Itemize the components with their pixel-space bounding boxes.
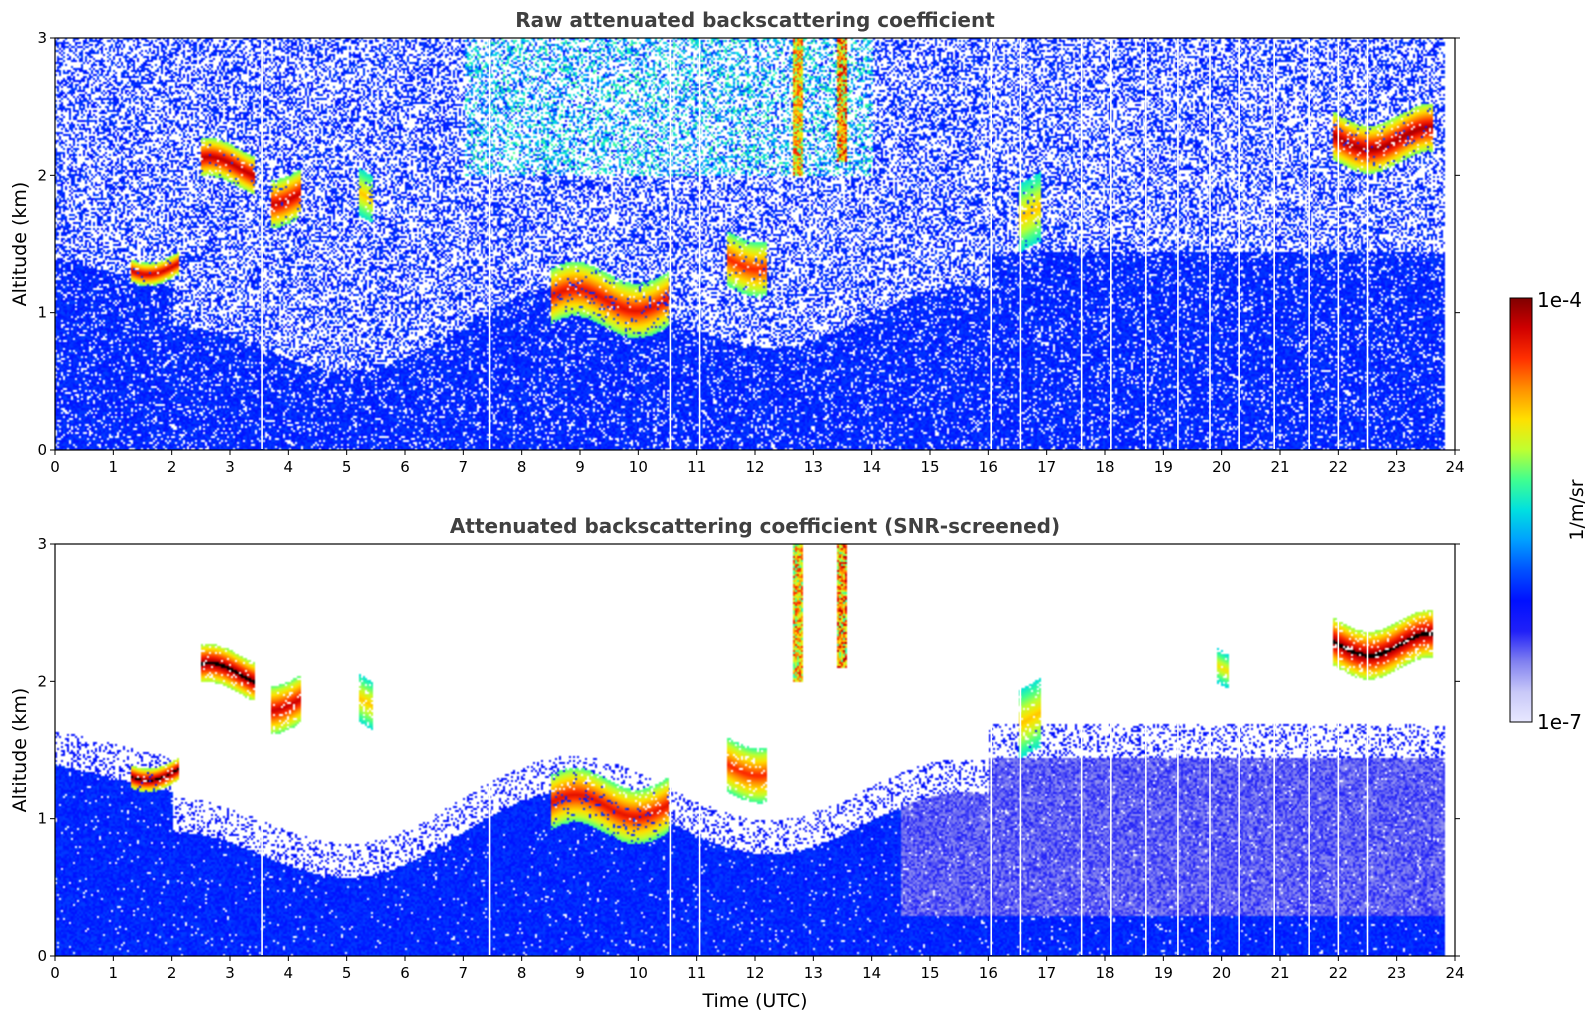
y-tick-label: 2 — [37, 166, 47, 184]
x-tick-label: 1 — [109, 458, 119, 476]
x-tick-label: 18 — [1095, 458, 1114, 476]
y-tick-label: 1 — [37, 304, 47, 322]
x-tick-label: 15 — [920, 964, 939, 982]
x-tick-label: 19 — [1154, 964, 1173, 982]
x-tick-label: 2 — [167, 964, 177, 982]
y-axis-label-raw: Altitude (km) — [9, 182, 31, 307]
y-ticks-screened: 0 1 2 3 — [37, 535, 1460, 965]
x-tick-label: 2 — [167, 458, 177, 476]
x-axis-label: Time (UTC) — [701, 990, 807, 1012]
x-tick-label: 6 — [400, 964, 410, 982]
panel-raw: Raw attenuated backscattering coefficien… — [9, 8, 1465, 476]
colorbar-gradient — [1509, 297, 1533, 723]
x-tick-label: 12 — [745, 458, 764, 476]
x-tick-label: 10 — [629, 964, 648, 982]
x-tick-label: 3 — [225, 458, 235, 476]
x-tick-label: 22 — [1329, 964, 1348, 982]
x-tick-label: 20 — [1212, 964, 1231, 982]
y-axis-label-screened: Altitude (km) — [9, 688, 31, 813]
heatmap-image-screened — [55, 544, 1455, 956]
x-tick-label: 8 — [517, 458, 527, 476]
x-tick-label: 11 — [687, 964, 706, 982]
x-tick-label: 7 — [459, 458, 469, 476]
y-tick-label: 0 — [37, 441, 47, 459]
x-tick-label: 9 — [575, 458, 585, 476]
panel-title-screened: Attenuated backscattering coefficient (S… — [450, 514, 1060, 538]
x-tick-label: 17 — [1037, 964, 1056, 982]
x-ticks-screened: 0 1 2 3 4 5 6 7 8 9 10 11 12 13 14 15 16 17 18 19 20 21 22 23 24 — [50, 956, 1465, 982]
panel-title-raw: Raw attenuated backscattering coefficien… — [515, 8, 995, 32]
y-tick-label: 0 — [37, 947, 47, 965]
data-gaps-screened — [261, 545, 1369, 955]
heatmap-screened — [55, 544, 1455, 956]
y-tick-label: 2 — [37, 672, 47, 690]
x-tick-label: 13 — [804, 964, 823, 982]
heatmap-raw — [55, 38, 1455, 450]
colorbar-label: 1/m/sr — [1566, 479, 1588, 540]
x-tick-label: 3 — [225, 964, 235, 982]
y-tick-label: 1 — [37, 810, 47, 828]
x-tick-label: 23 — [1387, 458, 1406, 476]
colorbar-max-label: 1e-4 — [1537, 288, 1582, 312]
x-tick-label: 15 — [920, 458, 939, 476]
data-gaps-raw — [261, 39, 1369, 449]
x-tick-label: 10 — [629, 458, 648, 476]
y-tick-label: 3 — [37, 29, 47, 47]
x-tick-label: 13 — [804, 458, 823, 476]
x-tick-label: 7 — [459, 964, 469, 982]
heatmap-image-raw — [55, 38, 1455, 450]
x-tick-label: 21 — [1270, 458, 1289, 476]
x-tick-label: 21 — [1270, 964, 1289, 982]
x-tick-label: 11 — [687, 458, 706, 476]
x-tick-label: 0 — [50, 964, 60, 982]
x-tick-label: 12 — [745, 964, 764, 982]
y-ticks-raw: 0 1 2 3 — [37, 29, 1460, 459]
x-tick-label: 8 — [517, 964, 527, 982]
x-tick-label: 0 — [50, 458, 60, 476]
x-tick-label: 16 — [979, 458, 998, 476]
x-tick-label: 5 — [342, 458, 352, 476]
colorbar-min-label: 1e-7 — [1537, 710, 1582, 734]
x-tick-label: 22 — [1329, 458, 1348, 476]
x-tick-label: 4 — [284, 964, 294, 982]
x-tick-label: 6 — [400, 458, 410, 476]
x-tick-label: 20 — [1212, 458, 1231, 476]
colorbar: 1e-4 1e-7 1/m/sr — [1509, 288, 1588, 734]
x-tick-label: 18 — [1095, 964, 1114, 982]
x-tick-label: 17 — [1037, 458, 1056, 476]
x-tick-label: 19 — [1154, 458, 1173, 476]
panel-screened: Attenuated backscattering coefficient (S… — [9, 514, 1465, 1012]
x-tick-label: 23 — [1387, 964, 1406, 982]
x-tick-label: 14 — [862, 964, 881, 982]
x-tick-label: 24 — [1445, 964, 1464, 982]
x-tick-label: 1 — [109, 964, 119, 982]
x-tick-label: 5 — [342, 964, 352, 982]
x-tick-label: 24 — [1445, 458, 1464, 476]
x-tick-label: 16 — [979, 964, 998, 982]
x-tick-label: 4 — [284, 458, 294, 476]
x-ticks-raw: 0 1 2 3 4 5 6 7 8 9 10 11 12 13 14 15 16 17 18 19 20 21 22 23 24 — [50, 450, 1465, 476]
y-tick-label: 3 — [37, 535, 47, 553]
x-tick-label: 9 — [575, 964, 585, 982]
x-tick-label: 14 — [862, 458, 881, 476]
